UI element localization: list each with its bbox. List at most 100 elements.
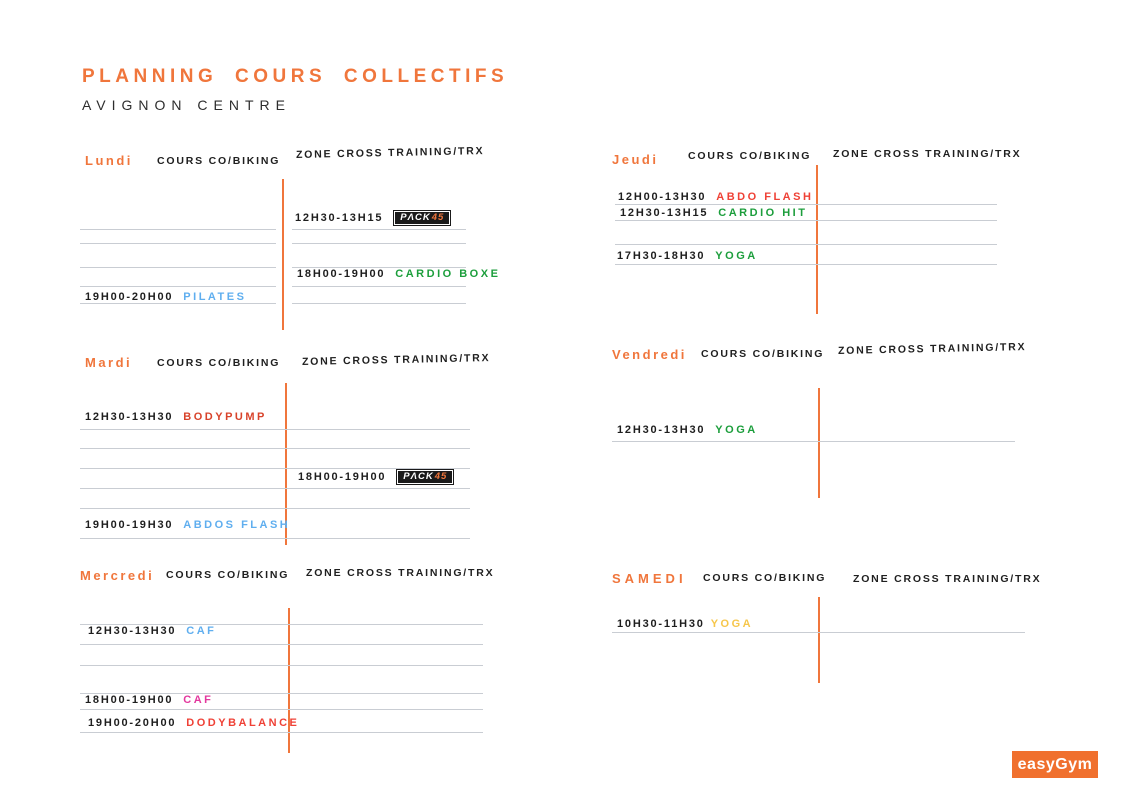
entry-activity: ABDO FLASH xyxy=(716,191,814,203)
zone-divider-line xyxy=(816,165,818,314)
entry-time: 19H00-20H00 xyxy=(85,291,174,303)
brand-logo: easyGym xyxy=(1012,751,1098,778)
column-header-trx: ZONE CROSS TRAINING/TRX xyxy=(853,573,1042,585)
entry-activity: PILATES xyxy=(183,291,247,303)
entry-time: 12H30-13H15 xyxy=(295,212,384,224)
schedule-entry: 18H00-19H00 PΛCK 45 xyxy=(298,468,455,486)
day-label-jeudi: Jeudi xyxy=(612,152,659,167)
schedule-row-line xyxy=(80,243,276,244)
schedule-row-line xyxy=(80,448,470,449)
schedule-entry: 19H00-19H30 ABDOS FLASH xyxy=(85,518,290,532)
schedule-row-line xyxy=(292,303,466,304)
entry-time: 12H30-13H15 xyxy=(620,207,709,219)
schedule-row-line xyxy=(80,693,483,694)
column-header-biking: COURS CO/BIKING xyxy=(157,155,281,167)
entry-activity: CAF xyxy=(183,694,214,706)
schedule-row-line xyxy=(615,204,997,205)
schedule-entry: 12H00-13H30 ABDO FLASH xyxy=(618,190,813,204)
schedule-entry: 10H30-11H30 YOGA xyxy=(617,617,753,631)
column-header-biking: COURS CO/BIKING xyxy=(688,150,812,162)
schedule-entry: 19H00-20H00 DODYBALANCE xyxy=(88,716,299,730)
schedule-row-line xyxy=(80,644,483,645)
schedule-row-line xyxy=(292,286,466,287)
entry-time: 10H30-11H30 xyxy=(617,618,705,630)
schedule-entry: 12H30-13H15 PΛCK 45 xyxy=(295,209,452,227)
zone-divider-line xyxy=(818,597,820,683)
schedule-row-line xyxy=(80,267,276,268)
schedule-row-line xyxy=(612,441,1015,442)
schedule-entry: 18H00-19H00 CAF xyxy=(85,693,213,707)
schedule-row-line xyxy=(612,632,1025,633)
column-header-biking: COURS CO/BIKING xyxy=(157,357,281,369)
schedule-entry: 12H30-13H30 YOGA xyxy=(617,423,758,437)
entry-time: 19H00-20H00 xyxy=(88,717,177,729)
day-label-vendredi: Vendredi xyxy=(612,347,687,362)
column-header-trx: ZONE CROSS TRAINING/TRX xyxy=(833,148,1022,160)
entry-time: 12H00-13H30 xyxy=(618,191,707,203)
entry-time: 18H00-19H00 xyxy=(297,268,386,280)
page-subtitle: AVIGNON CENTRE xyxy=(82,97,291,113)
schedule-entry: 19H00-20H00 PILATES xyxy=(85,290,246,304)
badge-number: 45 xyxy=(431,211,445,223)
schedule-row-line xyxy=(80,508,470,509)
schedule-row-line xyxy=(80,538,470,539)
entry-activity: YOGA xyxy=(715,424,758,436)
pack45-badge: PΛCK 45 xyxy=(393,209,452,227)
zone-divider-line xyxy=(282,179,284,330)
schedule-entry: 12H30-13H30 CAF xyxy=(88,624,216,638)
column-header-trx: ZONE CROSS TRAINING/TRX xyxy=(837,341,1027,357)
entry-activity: CAF xyxy=(186,625,217,637)
schedule-entry: 18H00-19H00 CARDIO BOXE xyxy=(297,267,500,281)
day-label-mercredi: Mercredi xyxy=(80,568,155,583)
schedule-row-line xyxy=(292,243,466,244)
entry-activity: DODYBALANCE xyxy=(186,717,300,729)
entry-time: 12H30-13H30 xyxy=(85,411,174,423)
schedule-row-line xyxy=(292,267,466,268)
column-header-biking: COURS CO/BIKING xyxy=(166,569,290,581)
column-header-trx: ZONE CROSS TRAINING/TRX xyxy=(295,145,485,161)
schedule-row-line xyxy=(80,732,483,733)
schedule-row-line xyxy=(615,264,997,265)
schedule-row-line xyxy=(80,229,276,230)
schedule-entry: 12H30-13H30 BODYPUMP xyxy=(85,410,267,424)
day-label-mardi: Mardi xyxy=(85,355,133,370)
badge-text: PΛCK xyxy=(400,211,431,223)
column-header-trx: ZONE CROSS TRAINING/TRX xyxy=(301,352,491,368)
page-title: PLANNING COURS COLLECTIFS xyxy=(82,66,509,87)
schedule-row-line xyxy=(615,220,997,221)
schedule-row-line xyxy=(80,429,470,430)
entry-activity: YOGA xyxy=(710,618,754,630)
schedule-row-line xyxy=(80,488,470,489)
entry-time: 18H00-19H00 xyxy=(85,694,174,706)
schedule-entry: 12H30-13H15 CARDIO HIT xyxy=(620,206,807,220)
entry-activity: YOGA xyxy=(715,250,758,262)
badge-text: PΛCK xyxy=(403,470,434,482)
brand-logo-text: easyGym xyxy=(1017,755,1093,773)
day-label-lundi: Lundi xyxy=(85,153,133,168)
schedule-row-line xyxy=(80,303,276,304)
entry-activity: BODYPUMP xyxy=(183,411,267,423)
column-header-trx: ZONE CROSS TRAINING/TRX xyxy=(306,567,495,579)
entry-time: 12H30-13H30 xyxy=(88,625,177,637)
schedule-row-line xyxy=(615,244,997,245)
entry-activity: ABDOS FLASH xyxy=(183,519,291,531)
entry-time: 17H30-18H30 xyxy=(617,250,706,262)
zone-divider-line xyxy=(818,388,820,498)
zone-divider-line xyxy=(285,383,287,545)
badge-number: 45 xyxy=(434,470,448,482)
day-label-samedi: SAMEDI xyxy=(612,571,687,586)
column-header-biking: COURS CO/BIKING xyxy=(703,572,827,584)
entry-activity: CARDIO HIT xyxy=(718,207,808,219)
schedule-row-line xyxy=(80,665,483,666)
schedule-entry: 17H30-18H30 YOGA xyxy=(617,249,758,263)
column-header-biking: COURS CO/BIKING xyxy=(701,348,825,360)
schedule-row-line xyxy=(80,624,483,625)
entry-time: 18H00-19H00 xyxy=(298,471,387,483)
entry-activity: CARDIO BOXE xyxy=(395,268,501,280)
schedule-row-line xyxy=(292,229,466,230)
schedule-row-line xyxy=(80,468,470,469)
zone-divider-line xyxy=(288,608,290,753)
entry-time: 12H30-13H30 xyxy=(617,424,706,436)
schedule-row-line xyxy=(80,286,276,287)
